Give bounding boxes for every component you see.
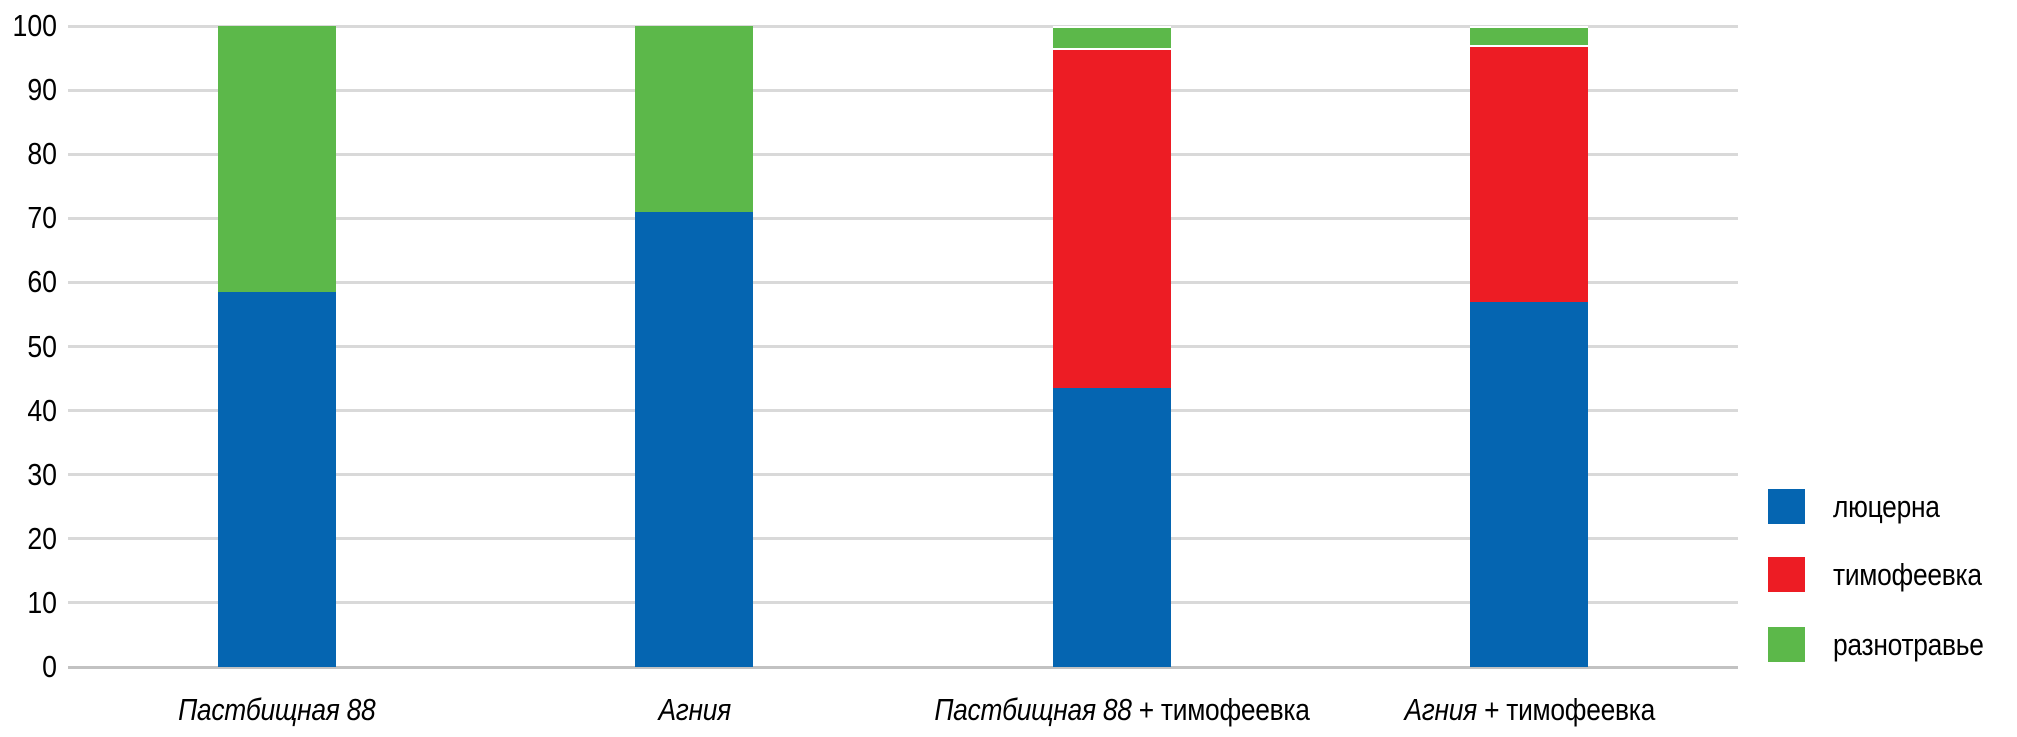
y-tick-label-10: 10 [27, 584, 57, 620]
y-tick-label-40: 40 [27, 392, 57, 428]
x-category-label-regular-part: + тимофеевка [1476, 692, 1655, 727]
x-category-label-2: Агния [517, 685, 872, 735]
y-tick-label-30: 30 [27, 456, 57, 492]
bar-3-segment-timothy [1052, 48, 1171, 389]
x-axis-line [68, 665, 1738, 669]
bar-2-segment-forbs [635, 26, 754, 212]
x-category-label-3: Пастбищная 88 + тимофеевка [934, 685, 1310, 735]
bar-4-segment-lucerne [1470, 301, 1589, 667]
gridline-70 [68, 216, 1738, 220]
gridline-40 [68, 409, 1738, 413]
legend-swatch-forbs [1768, 627, 1805, 662]
gridline-50 [68, 345, 1738, 348]
gridline-90 [68, 88, 1738, 92]
legend: люцерна тимофеевка разнотравье [1768, 489, 2017, 669]
y-tick-label-20: 20 [27, 520, 57, 556]
y-tick-label-60: 60 [27, 264, 57, 300]
gridline-80 [68, 152, 1738, 156]
legend-swatch-timothy [1768, 557, 1805, 592]
bar-1-segment-forbs [217, 26, 336, 292]
legend-label-forbs: разнотравье [1833, 627, 1984, 662]
gridline-30 [68, 473, 1738, 477]
x-category-label-italic-part: Пастбищная 88 [934, 692, 1132, 727]
y-tick-label-70: 70 [27, 200, 57, 236]
bar-4-segment-forbs [1470, 26, 1589, 46]
y-tick-label-90: 90 [27, 72, 57, 108]
gridline-60 [68, 280, 1738, 284]
legend-label-lucerne: люцерна [1833, 489, 1940, 524]
gridline-20 [68, 537, 1738, 541]
x-category-label-italic-part: Пастбищная 88 [178, 692, 376, 727]
y-tick-label-0: 0 [42, 649, 57, 684]
x-category-label-1: Пастбищная 88 [99, 685, 454, 735]
x-category-label-italic-part: Агния [1403, 692, 1477, 727]
y-tick-label-50: 50 [27, 328, 57, 364]
x-category-label-4: Агния + тимофеевка [1352, 685, 1707, 735]
x-category-label-regular-part: + тимофеевка [1131, 692, 1310, 727]
y-tick-label-80: 80 [27, 136, 57, 172]
gridline-100 [68, 24, 1738, 28]
legend-swatch-lucerne [1768, 489, 1805, 524]
bar-3-segment-forbs [1052, 26, 1171, 49]
bar-2-segment-lucerne [635, 211, 754, 667]
gridline-10 [68, 601, 1738, 605]
y-tick-label-100: 100 [12, 8, 57, 43]
bar-1-segment-lucerne [217, 292, 336, 667]
bar-4-segment-timothy [1470, 45, 1589, 302]
legend-label-timothy: тимофеевка [1833, 557, 1982, 592]
x-category-label-italic-part: Агния [657, 692, 731, 727]
bar-3-segment-lucerne [1052, 388, 1171, 667]
